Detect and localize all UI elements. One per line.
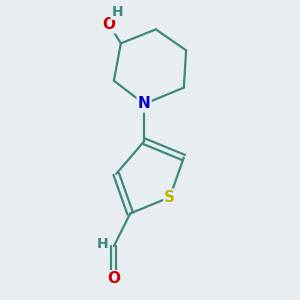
- Text: S: S: [164, 190, 175, 205]
- Text: O: O: [107, 271, 120, 286]
- Text: N: N: [138, 97, 151, 112]
- Text: O: O: [103, 17, 116, 32]
- Text: H: H: [96, 237, 108, 251]
- Text: H: H: [112, 5, 123, 19]
